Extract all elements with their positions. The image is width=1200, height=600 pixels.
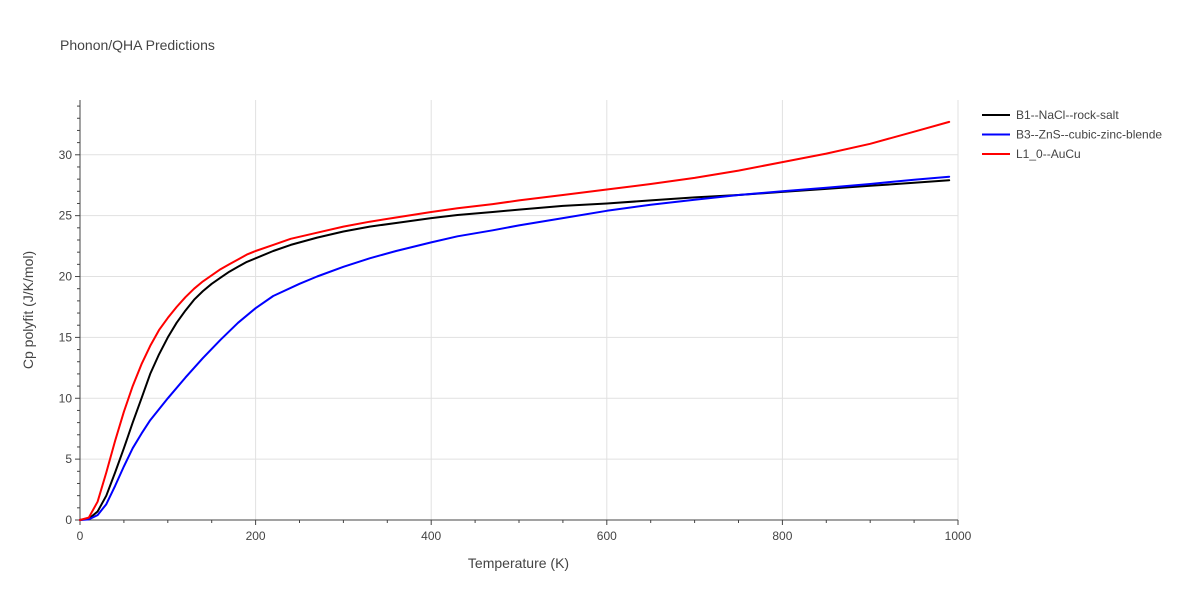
chart-title: Phonon/QHA Predictions <box>60 37 215 53</box>
legend[interactable]: B1--NaCl--rock-salt B3--ZnS--cubic-zinc-b… <box>982 108 1162 161</box>
y-tick-label: 15 <box>59 330 73 344</box>
legend-label: L1_0--AuCu <box>1016 147 1081 161</box>
series-line-3 <box>79 120 951 521</box>
legend-item[interactable]: L1_0--AuCu <box>982 147 1081 161</box>
y-tick-label: 30 <box>59 148 73 162</box>
x-axis-title: Temperature (K) <box>468 555 569 571</box>
x-tick-label: 0 <box>77 529 84 543</box>
series-line-1 <box>79 179 951 521</box>
legend-label: B3--ZnS--cubic-zinc-blende <box>1016 128 1162 142</box>
x-tick-label: 1000 <box>945 529 972 543</box>
series-layer <box>79 120 951 521</box>
y-tick-label: 10 <box>59 391 73 405</box>
y-axis-title: Cp polyfit (J/K/mol) <box>20 251 36 369</box>
x-tick-label: 600 <box>597 529 617 543</box>
y-tick-label: 25 <box>59 209 73 223</box>
x-tick-label: 800 <box>772 529 792 543</box>
y-tick-label: 5 <box>65 452 72 466</box>
x-tick-label: 200 <box>246 529 266 543</box>
legend-item[interactable]: B3--ZnS--cubic-zinc-blende <box>982 128 1162 142</box>
x-tick-label: 400 <box>421 529 441 543</box>
y-tick-label: 0 <box>65 513 72 527</box>
axes-layer: 0 200 400 600 800 1000 0 5 10 15 20 25 30 <box>59 100 972 543</box>
legend-item[interactable]: B1--NaCl--rock-salt <box>982 108 1119 122</box>
grid-layer <box>80 100 959 520</box>
y-tick-label: 20 <box>59 270 73 284</box>
legend-label: B1--NaCl--rock-salt <box>1016 108 1119 122</box>
series-line-2 <box>79 175 951 521</box>
